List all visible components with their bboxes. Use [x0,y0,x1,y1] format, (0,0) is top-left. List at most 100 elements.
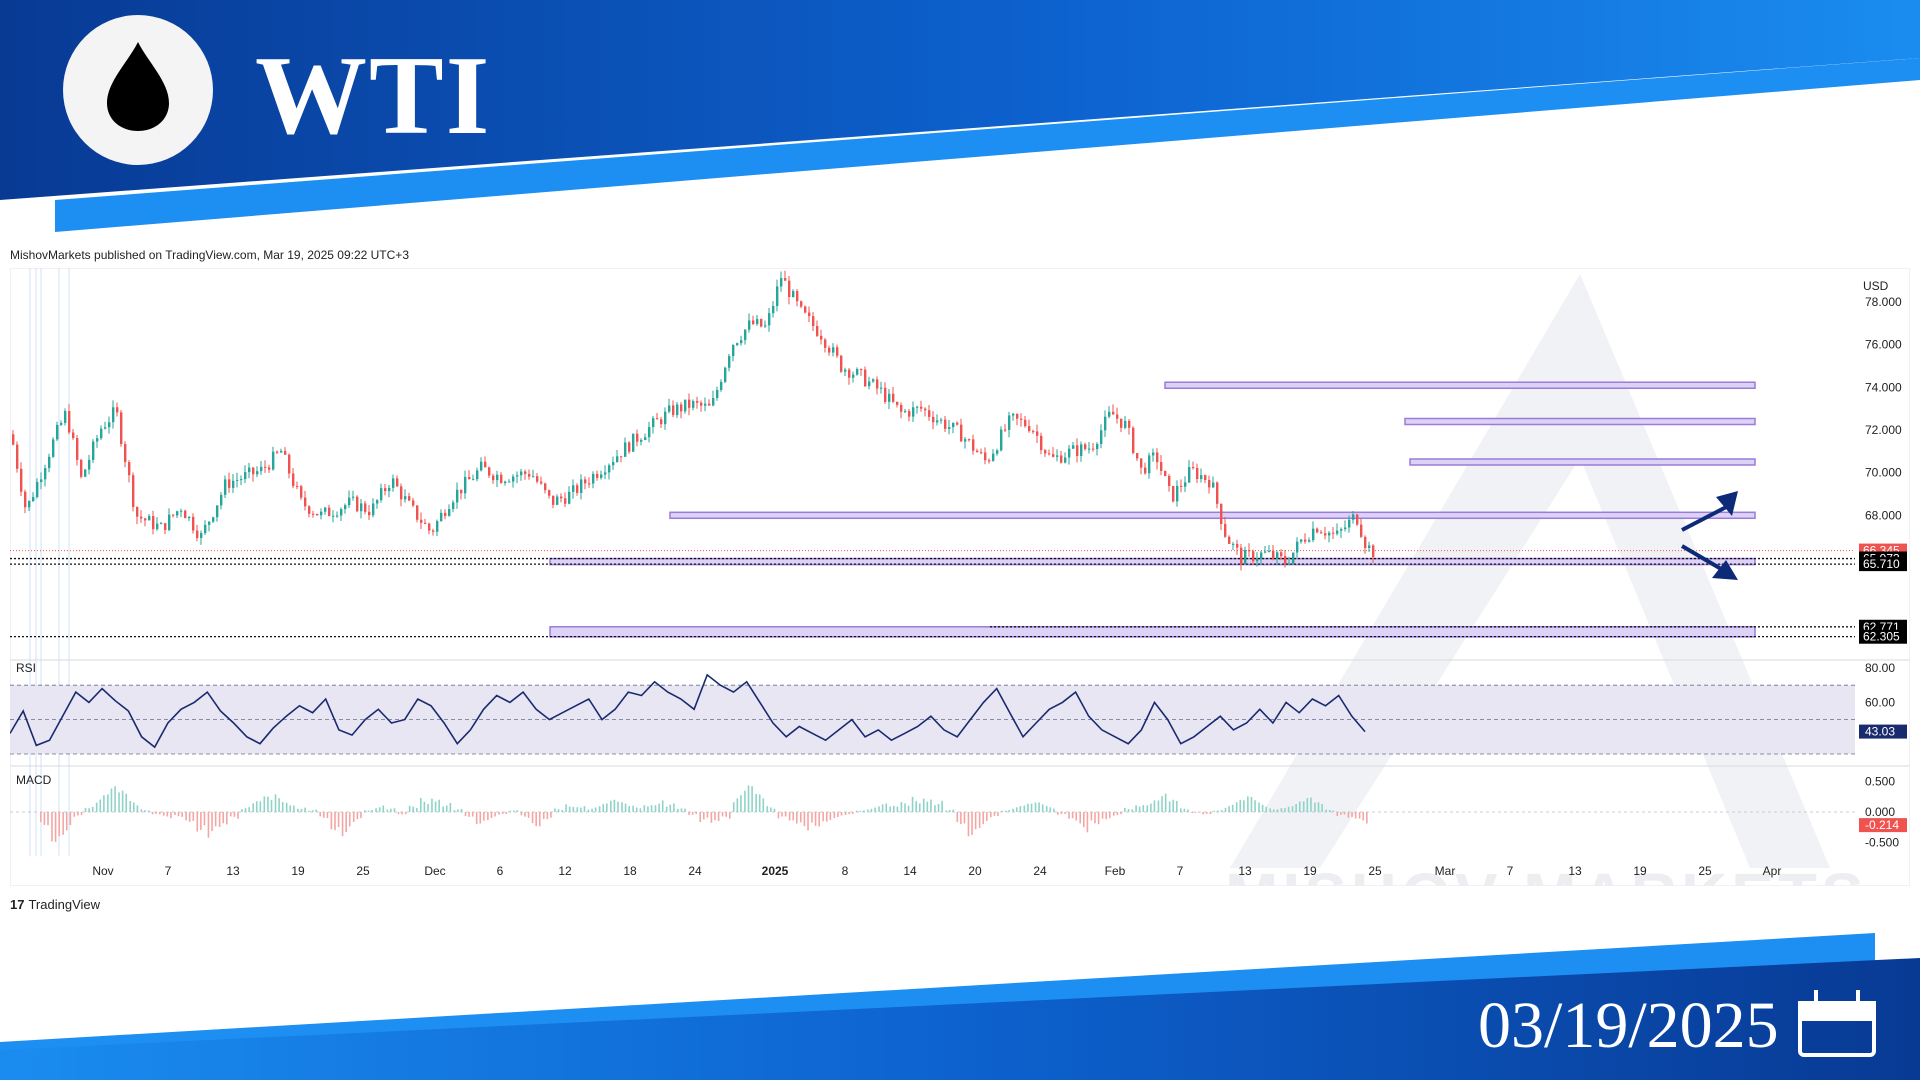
candle [584,476,587,490]
candle [1188,459,1191,484]
time-axis[interactable]: Nov 7 13 19 25 Dec 6 12 18 24 2025 8 14 20 24 Feb 7 13 19 2… [92,864,1781,878]
candle [1096,442,1099,456]
macd-bar [792,812,795,821]
support-zone[interactable] [549,557,1756,566]
candle [1324,526,1327,540]
candle [16,441,19,473]
resistance-level[interactable] [1409,458,1756,466]
candle [440,509,443,522]
resistance-level[interactable] [1164,381,1756,390]
macd-bar [334,812,336,831]
macd-bar [69,812,72,826]
price-tick-label: 78.000 [1865,295,1902,309]
candle [492,473,495,484]
macd-bar [591,808,593,812]
macd-bar [244,808,247,812]
macd-bar [1064,812,1066,814]
macd-bar [352,812,355,823]
candle [240,475,243,486]
macd-bar [222,812,225,824]
candle [1152,448,1155,462]
candle [380,483,383,503]
macd-bar [714,812,716,821]
candle [1356,513,1359,526]
candle [1196,463,1199,484]
candle [344,503,347,514]
rsi-band [10,685,1855,754]
candle [120,409,123,447]
candle [972,434,975,455]
chart-area[interactable]: MISHOV MARKETS 78.000 76.000 74.000 72.000 7… [10,268,1910,886]
time-tick-label: Apr [1763,864,1782,878]
macd-bar [475,812,478,825]
macd-bar [278,798,280,812]
macd-bar [401,812,403,815]
candle [304,490,307,511]
macd-bar [677,808,679,812]
candle [728,354,731,372]
macd-pane[interactable]: 0.500 0.000 -0.500 -0.214 [10,774,1907,850]
macd-tick-label: 0.500 [1865,774,1895,788]
candle [980,448,983,455]
candle [36,478,39,499]
macd-bar [956,812,959,823]
macd-bar [371,810,373,812]
macd-bar [1191,812,1193,814]
candle [1252,549,1255,566]
candle [1116,407,1119,424]
candle [540,476,543,485]
rsi-pane[interactable]: 80.00 60.00 43.03 [10,661,1907,755]
macd-bar [453,810,456,812]
macd-bar [110,788,113,812]
candle [1292,552,1295,565]
macd-bar [1298,801,1301,812]
candle [24,489,27,514]
candle [984,447,987,465]
candle [592,471,595,489]
macd-bar [513,810,515,812]
candle [88,454,91,475]
macd-bar [427,803,429,812]
macd-bar [501,812,504,814]
macd-bar [1202,812,1204,815]
candle [832,343,835,357]
macd-bar [252,803,254,812]
support-zone[interactable] [549,626,1756,638]
macd-bar [1097,812,1100,825]
macd-bar [647,806,649,812]
resistance-level[interactable] [1404,417,1756,426]
macd-bar [397,812,400,815]
macd-bar [922,798,925,812]
macd-bar [721,812,724,817]
macd-bar [192,812,195,821]
macd-bar [520,812,523,816]
macd-bar [881,804,884,812]
time-tick-label: Feb [1105,864,1126,878]
resistance-level[interactable] [669,511,1756,520]
candle [648,421,651,443]
candle [868,376,871,390]
macd-bar [762,798,765,812]
macd-bar [259,801,262,812]
candle [200,530,203,545]
macd-bar [1258,802,1260,812]
macd-bar [114,786,116,812]
candle [524,469,527,480]
rsi-value-label: 43.03 [1865,725,1895,739]
candle [1208,475,1211,494]
candle [780,271,783,292]
macd-bar [1336,812,1339,816]
macd-bar [1124,807,1126,812]
candle [1360,518,1363,538]
macd-bar [885,803,888,812]
candle [340,507,343,521]
macd-bar [602,804,605,812]
candle [1200,468,1203,483]
macd-bar [889,806,892,812]
macd-bar [404,812,407,815]
macd-bar [203,812,206,826]
price-pane[interactable]: 78.00076.00074.00072.00070.00068.00066.3… [10,268,1910,856]
candle [608,463,611,480]
candle [676,401,679,418]
candle [308,505,311,518]
